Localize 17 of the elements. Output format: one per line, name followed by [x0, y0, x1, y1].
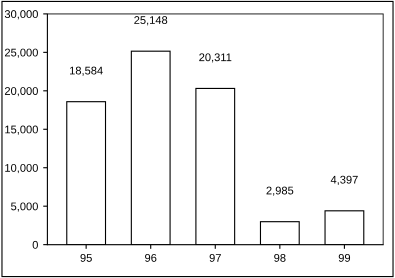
x-tick-label: 97	[210, 254, 221, 262]
x-tick-label: 99	[338, 254, 350, 262]
y-tick-label: 0	[32, 240, 38, 249]
data-label: 20,311	[199, 53, 232, 63]
x-tick-label: 95	[80, 254, 92, 262]
data-label: 25,148	[134, 16, 168, 26]
data-label: 4,397	[330, 176, 358, 185]
x-tick-label: 96	[145, 254, 156, 262]
y-tick-label: 30,000	[4, 10, 38, 20]
y-tick-label: 10,000	[5, 164, 38, 174]
x-tick-label: 98	[274, 254, 286, 262]
data-label: 18,584	[70, 66, 103, 76]
y-tick-label: 15,000	[5, 126, 38, 135]
y-tick-label: 20,000	[4, 87, 38, 96]
data-label: 2,985	[266, 186, 294, 196]
y-tick-label: 25,000	[4, 48, 38, 58]
y-tick-label: 5,000	[11, 202, 38, 212]
